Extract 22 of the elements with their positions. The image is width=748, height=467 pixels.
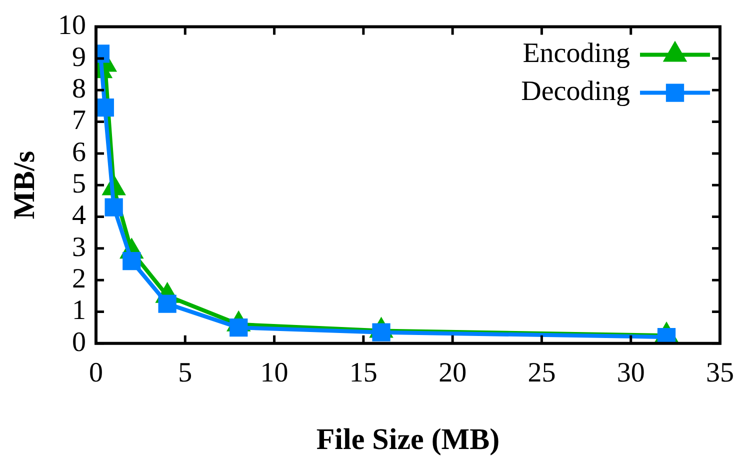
y-tick-label: 1: [72, 295, 86, 326]
x-tick-label: 5: [178, 358, 192, 389]
x-tick-label: 25: [528, 358, 556, 389]
y-tick-label: 5: [72, 168, 86, 200]
y-tick-label: 9: [72, 42, 86, 73]
x-tick-label: 30: [616, 358, 645, 389]
x-tick-label: 20: [438, 358, 467, 389]
y-tick-label: 7: [72, 105, 86, 136]
x-tick-label: 15: [349, 358, 378, 389]
x-axis-title: File Size (MB): [316, 422, 500, 456]
y-axis-title: MB/s: [8, 150, 41, 220]
x-tick-label: 35: [706, 358, 734, 389]
y-tick-label: 2: [72, 263, 86, 294]
y-tick-label: 8: [72, 73, 86, 104]
legend-label: Decoding: [521, 76, 630, 108]
y-tick-label: 4: [72, 200, 86, 232]
y-tick-label: 0: [72, 326, 86, 358]
legend-label: Encoding: [522, 38, 630, 70]
x-tick-label: 10: [260, 358, 288, 389]
y-tick-label: 3: [72, 232, 86, 263]
y-tick-label: 6: [72, 136, 86, 168]
y-tick-label: 10: [58, 10, 86, 42]
